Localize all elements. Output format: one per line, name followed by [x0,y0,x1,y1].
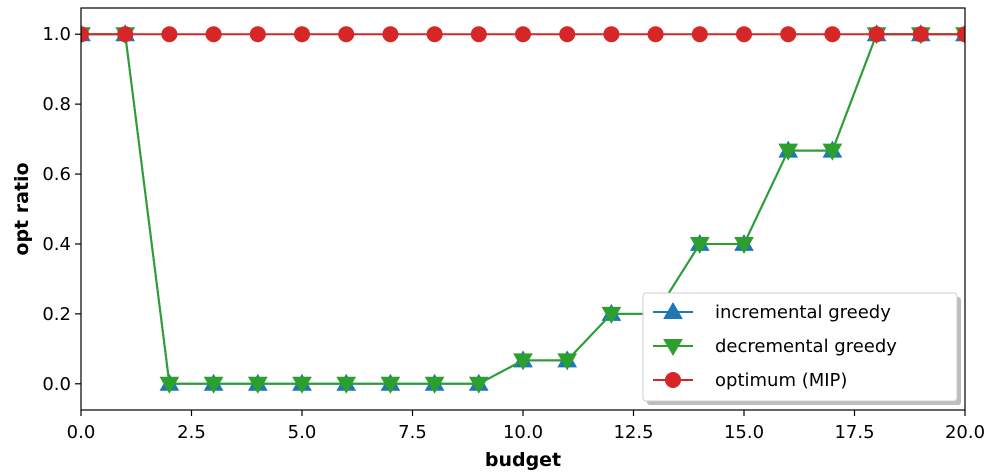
legend: incremental greedy decremental greedy opti… [642,292,961,405]
series-decremental-greedy [81,27,965,394]
data-point [203,376,224,394]
series-layer [81,24,965,394]
legend-marker [665,372,681,388]
x-tick-label: 15.0 [724,422,764,443]
data-point [159,376,180,394]
data-point [424,376,445,394]
y-axis: 0.0 0.2 0.4 0.6 0.8 1.0 [42,24,81,395]
data-point [824,26,841,43]
series-optimum-mip- [81,26,965,43]
x-tick-label: 2.5 [177,422,206,443]
data-point [470,26,487,43]
data-point [515,26,531,43]
data-point [601,306,622,324]
data-point [513,353,533,371]
data-point [559,26,576,43]
data-point [338,26,355,43]
data-point [557,353,578,371]
data-point [336,376,357,394]
data-point [247,376,268,394]
data-point [780,26,797,43]
data-point [292,376,312,394]
x-tick-label: 10.0 [503,422,543,443]
x-axis-title: budget [485,449,561,471]
data-point [691,26,708,43]
x-tick-label: 12.5 [613,422,653,443]
data-point [205,26,222,43]
data-point [426,26,443,43]
data-point [382,26,399,43]
y-tick-label: 0.8 [42,94,71,115]
data-point [249,26,266,43]
data-point [603,26,620,43]
data-point [117,26,134,43]
data-point [778,143,799,161]
y-axis-title: opt ratio [11,162,33,255]
data-point [736,26,752,43]
x-tick-label: 17.5 [834,422,874,443]
x-tick-label: 20.0 [945,422,985,443]
y-tick-label: 0.2 [42,304,71,325]
data-point [294,26,310,43]
x-tick-label: 0.0 [67,422,96,443]
legend-box [642,292,958,402]
legend-marker [663,302,683,319]
legend-label: incremental greedy [715,302,891,323]
x-tick-label: 5.0 [288,422,317,443]
data-point [822,143,843,161]
data-point [81,26,89,43]
y-tick-label: 0.0 [42,374,71,395]
data-point [957,26,965,43]
data-point [912,26,929,43]
x-axis: 0.0 2.5 5.0 7.5 10.0 12.5 15.0 17.5 20.0 [67,410,985,443]
data-point [468,376,489,394]
data-point [868,26,885,43]
data-point [647,26,664,43]
legend-label: decremental greedy [715,336,897,357]
x-tick-label: 7.5 [398,422,427,443]
y-tick-label: 0.6 [42,164,71,185]
y-tick-label: 1.0 [42,24,71,45]
y-tick-label: 0.4 [42,234,71,255]
data-point [689,236,710,254]
data-point [734,236,754,254]
legend-label: optimum (MIP) [715,370,847,391]
legend-marker [663,339,683,356]
data-point [161,26,178,43]
data-point [380,376,401,394]
